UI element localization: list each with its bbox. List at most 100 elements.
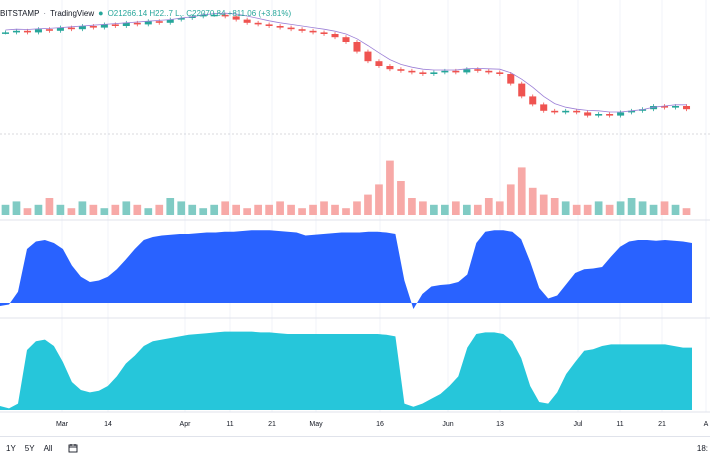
indicator-2-area (0, 331, 692, 410)
x-tick-label: 11 (616, 421, 623, 428)
volume-bar (594, 201, 603, 215)
candle-body (518, 83, 526, 97)
x-tick-label: May (309, 421, 323, 428)
x-tick-label: 14 (104, 421, 112, 428)
volume-bar (484, 198, 493, 215)
time-axis: Mar 14 Apr 11 21 May 16 Jun 13 Jul 11 21 A (56, 421, 709, 428)
moving-average-line (5, 12, 687, 113)
volume-bar (100, 208, 109, 215)
candle-body (144, 21, 152, 25)
volume-bar (276, 201, 284, 215)
candle-body (298, 29, 306, 31)
candle-body (12, 30, 20, 33)
x-tick-label: Apr (180, 421, 192, 428)
volume-bar (122, 201, 131, 215)
candle-body (661, 106, 669, 108)
volume-bar (605, 204, 614, 215)
volume-bar (221, 201, 230, 215)
candle-body (210, 14, 218, 17)
candle-body (45, 29, 53, 31)
x-tick-label: Jul (574, 421, 583, 428)
volume-bar (616, 201, 625, 215)
volume-bar (649, 204, 658, 215)
candle-body (188, 16, 196, 18)
candle-body (463, 69, 471, 73)
range-1y-button[interactable]: 1Y (6, 443, 16, 453)
bottom-toolbar: 1Y 5Y All 18: (0, 436, 710, 459)
volume-bar (34, 204, 43, 215)
candle-body (375, 61, 383, 66)
volume-pane (1, 160, 691, 215)
x-tick-label: 21 (268, 421, 276, 428)
symbol-label[interactable]: BITSTAMP (0, 8, 40, 18)
candle-body (78, 26, 86, 30)
candle-body (122, 22, 130, 26)
candle-body (166, 19, 174, 23)
x-tick-label: Jun (442, 421, 453, 428)
range-all-button[interactable]: All (43, 443, 53, 453)
range-5y-button[interactable]: 5Y (24, 443, 35, 453)
candle-body (430, 72, 438, 74)
x-tick-label: 16 (376, 421, 384, 428)
chart-legend: BITSTAMP · TradingView ● O21266.14 H22..… (0, 8, 291, 18)
volume-bar (45, 198, 54, 215)
candle-body (320, 32, 328, 34)
candle-body (682, 106, 691, 110)
price-pane (1, 12, 691, 118)
volume-bar (243, 208, 251, 215)
candle-body (1, 32, 10, 34)
candle-body (584, 112, 592, 116)
volume-bar (506, 184, 515, 215)
volume-bar (287, 204, 295, 215)
candle-body (276, 26, 284, 28)
volume-bar (188, 204, 197, 215)
volume-bar (166, 198, 175, 215)
volume-bar (473, 204, 482, 215)
volume-bar (89, 204, 98, 215)
volume-bar (265, 204, 273, 215)
volume-bar (660, 201, 669, 215)
volume-bar (408, 198, 416, 215)
candle-body (485, 70, 493, 73)
volume-bar (353, 201, 361, 215)
volume-bar (375, 184, 383, 215)
candle-body (56, 27, 64, 31)
candle-body (342, 37, 350, 42)
time-readout: 18: (696, 443, 708, 453)
volume-bar (56, 204, 65, 215)
volume-bar (386, 160, 394, 215)
volume-bar (111, 204, 120, 215)
candle-body (408, 70, 416, 73)
candle-body (199, 14, 207, 17)
volume-bar (430, 204, 438, 215)
ohlc-values: O21266.14 H22..7 L.. C22070.84 +811.06 (… (107, 8, 292, 18)
volume-bar (232, 204, 241, 215)
candle-body (617, 112, 625, 116)
volume-bar (309, 204, 317, 215)
volume-bar (441, 204, 449, 215)
candle-body (507, 74, 515, 84)
candle-body (177, 18, 185, 20)
volume-bar (550, 198, 559, 215)
candle-body (23, 30, 31, 33)
candle-body (628, 110, 636, 113)
candle-body (133, 22, 141, 25)
candle-body (386, 66, 394, 70)
candle-body (595, 114, 603, 116)
volume-bar (583, 204, 592, 215)
volume-bar (419, 201, 427, 215)
candle-body (474, 69, 482, 71)
volume-bar (210, 204, 219, 215)
volume-bar (12, 201, 21, 215)
calendar-icon[interactable] (68, 443, 78, 453)
candle-body (89, 26, 97, 28)
volume-bar (67, 208, 76, 215)
volume-bar (155, 204, 164, 215)
candle-body (111, 24, 119, 26)
source-label: TradingView (50, 8, 95, 18)
chart-area[interactable]: Mar 14 Apr 11 21 May 16 Jun 13 Jul 11 21 A (0, 0, 710, 430)
legend-separator: · (43, 8, 47, 18)
candle-body (397, 69, 405, 71)
candle-body (562, 110, 570, 113)
indicator-1-area (0, 230, 692, 309)
